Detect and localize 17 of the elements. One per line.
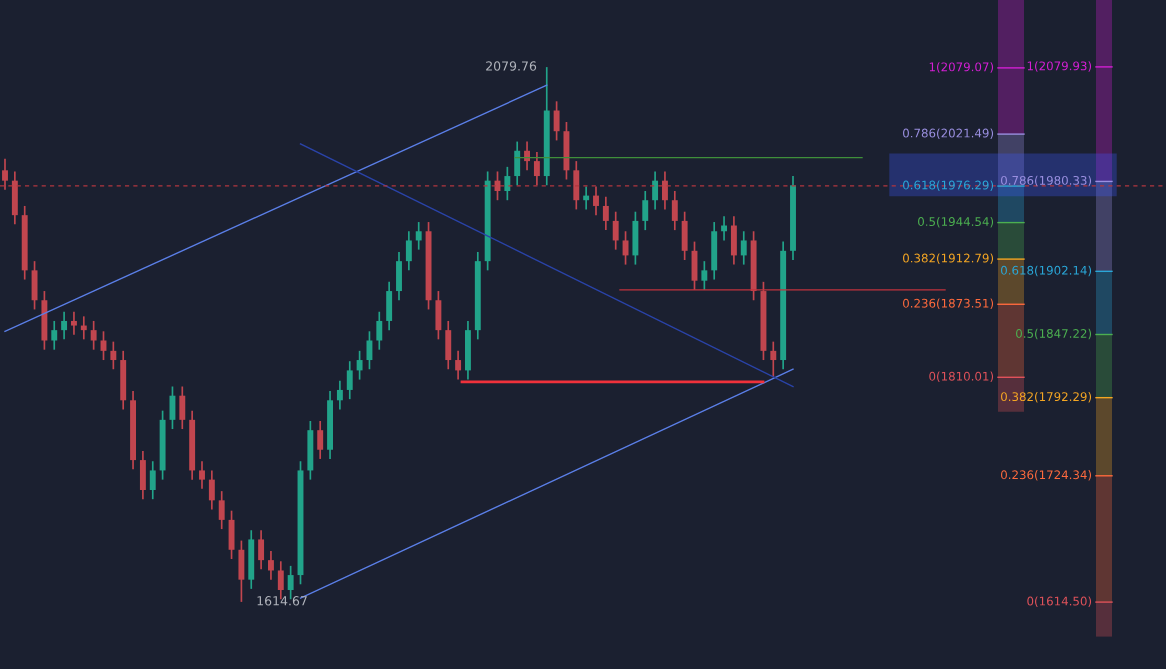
ref-line-label: 0(1810.01) (929, 371, 994, 383)
ref-line-label: 0.786(1980.33) (1001, 175, 1092, 187)
ref-line-label: 0.236(1724.34) (1001, 470, 1092, 481)
annotation: 1614.67 (257, 596, 307, 606)
ref-line-label: 0.786(2021.49) (903, 128, 994, 139)
ref-line-label: 0.618(1902.14) (1001, 265, 1092, 277)
candlestick (701, 260, 708, 291)
ref-line-label: 0(1614.50) (1027, 596, 1092, 607)
ref-line-label: 0.5(1944.54) (918, 216, 994, 228)
ref-line-label: 0.618(1976.29) (903, 180, 994, 191)
ref-line-label: 1(2079.07) (929, 62, 994, 73)
ref-line-label: 0.236(1873.51) (903, 298, 994, 310)
ref-line-label: 0.382(1792.29) (1001, 391, 1092, 403)
ref-line-label: 1(2079.93) (1027, 61, 1092, 72)
ref-line-label: 0.5(1847.22) (1016, 328, 1092, 340)
annotation: 2079.76 (486, 61, 537, 71)
ref-line-label: 0.382(1912.79) (903, 253, 994, 264)
